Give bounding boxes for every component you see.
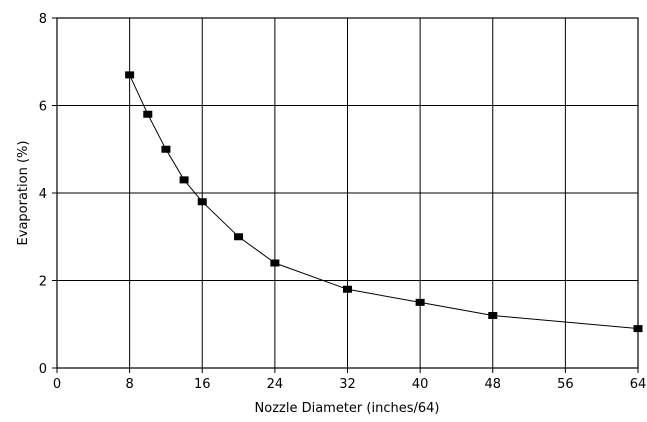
- data-point-marker: [415, 298, 425, 306]
- data-point-marker: [270, 259, 280, 267]
- data-point-marker: [488, 312, 498, 319]
- data-point-marker: [343, 285, 352, 293]
- y-tick-label: 8: [39, 12, 47, 27]
- y-tick-label: 0: [39, 362, 47, 377]
- y-axis-title: Evaporation (%): [16, 141, 31, 246]
- x-tick-label: 64: [630, 377, 647, 392]
- data-point-marker: [143, 110, 153, 118]
- y-tick-label: 2: [39, 275, 47, 290]
- data-point-marker: [234, 233, 244, 241]
- y-tick-label: 4: [39, 187, 47, 202]
- data-point-marker: [161, 145, 171, 153]
- data-series: [125, 71, 643, 333]
- x-tick-label: 0: [53, 377, 61, 392]
- x-tick-label: 40: [412, 377, 429, 392]
- x-tick-label: 8: [125, 377, 133, 392]
- grid-lines: [52, 17, 639, 373]
- data-point-marker: [179, 176, 189, 184]
- x-axis-title: Nozzle Diameter (inches/64): [255, 401, 440, 416]
- x-tick-label: 24: [267, 377, 284, 392]
- data-point-marker: [197, 198, 207, 206]
- data-point-marker: [125, 71, 135, 79]
- y-tick-label: 6: [39, 100, 47, 115]
- x-tick-label: 48: [484, 377, 501, 392]
- axis-frame: [56, 17, 639, 369]
- x-tick-label: 16: [194, 377, 211, 392]
- x-tick-label: 32: [339, 377, 356, 392]
- x-tick-label: 56: [557, 377, 574, 392]
- data-point-marker: [633, 325, 643, 333]
- plot-frame: [56, 17, 639, 369]
